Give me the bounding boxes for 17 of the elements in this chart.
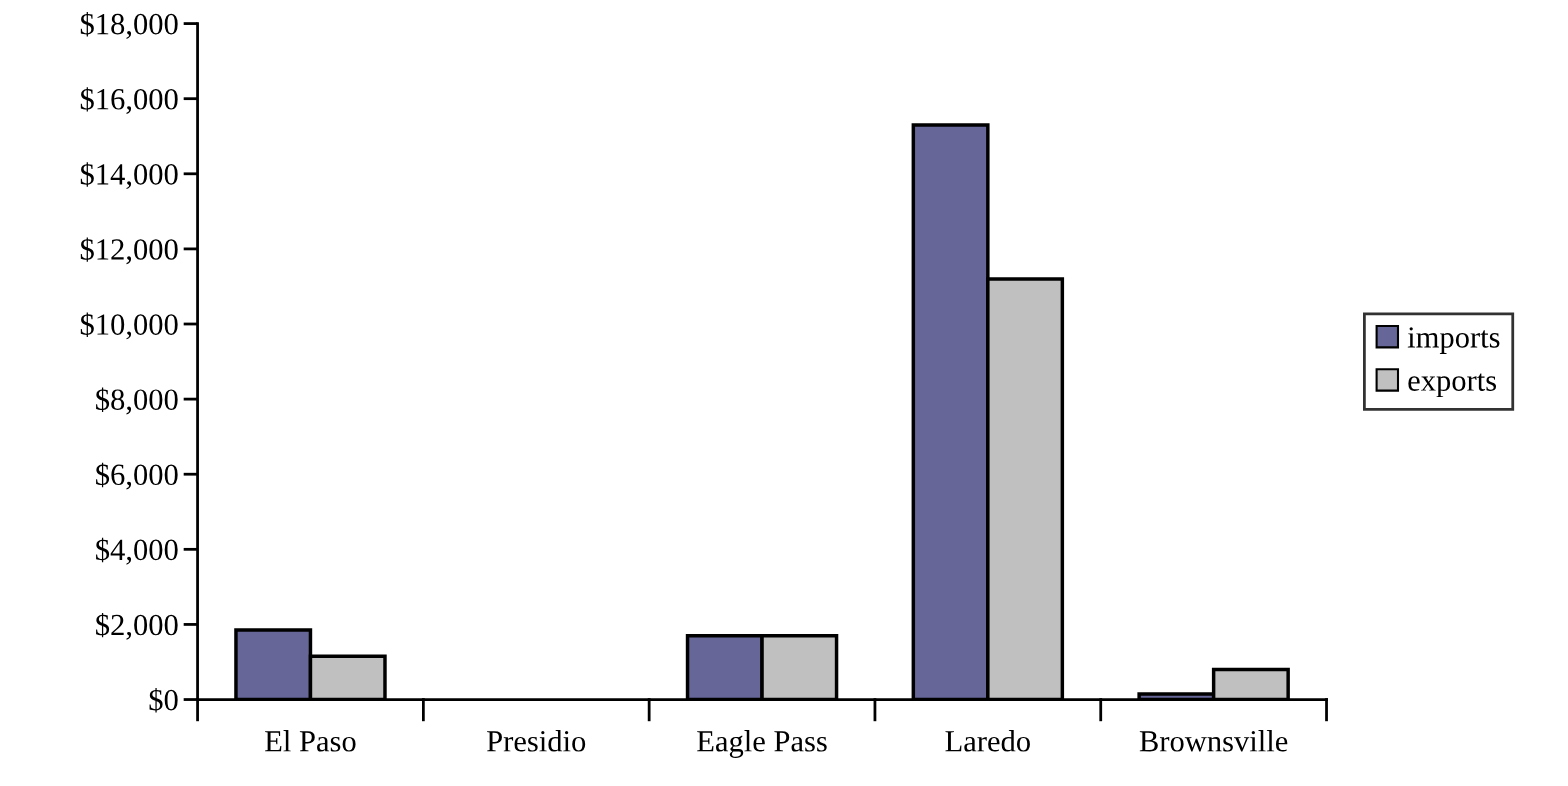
y-tick-label: $6,000 xyxy=(96,462,178,490)
legend-label: imports xyxy=(1407,327,1500,354)
y-tick-label: $12,000 xyxy=(80,237,178,265)
y-tick-label: $8,000 xyxy=(96,387,178,415)
y-tick-label: $18,000 xyxy=(80,12,178,39)
x-tick-label: Presidio xyxy=(487,730,586,752)
y-tick-label: $16,000 xyxy=(80,87,178,114)
legend-label: exports xyxy=(1408,373,1497,398)
y-tick-label: $2,000 xyxy=(96,612,178,640)
y-tick-label: $4,000 xyxy=(96,537,178,565)
x-tick-label: Eagle Pass xyxy=(697,730,827,758)
x-tick-label: Laredo xyxy=(945,730,1030,752)
x-tick-label: El Paso xyxy=(265,730,356,752)
y-tick-label: $14,000 xyxy=(80,162,178,190)
y-tick-label: $10,000 xyxy=(80,312,178,340)
x-tick-label: Brownsville xyxy=(1139,730,1288,752)
y-tick-label: $0 xyxy=(149,688,178,713)
